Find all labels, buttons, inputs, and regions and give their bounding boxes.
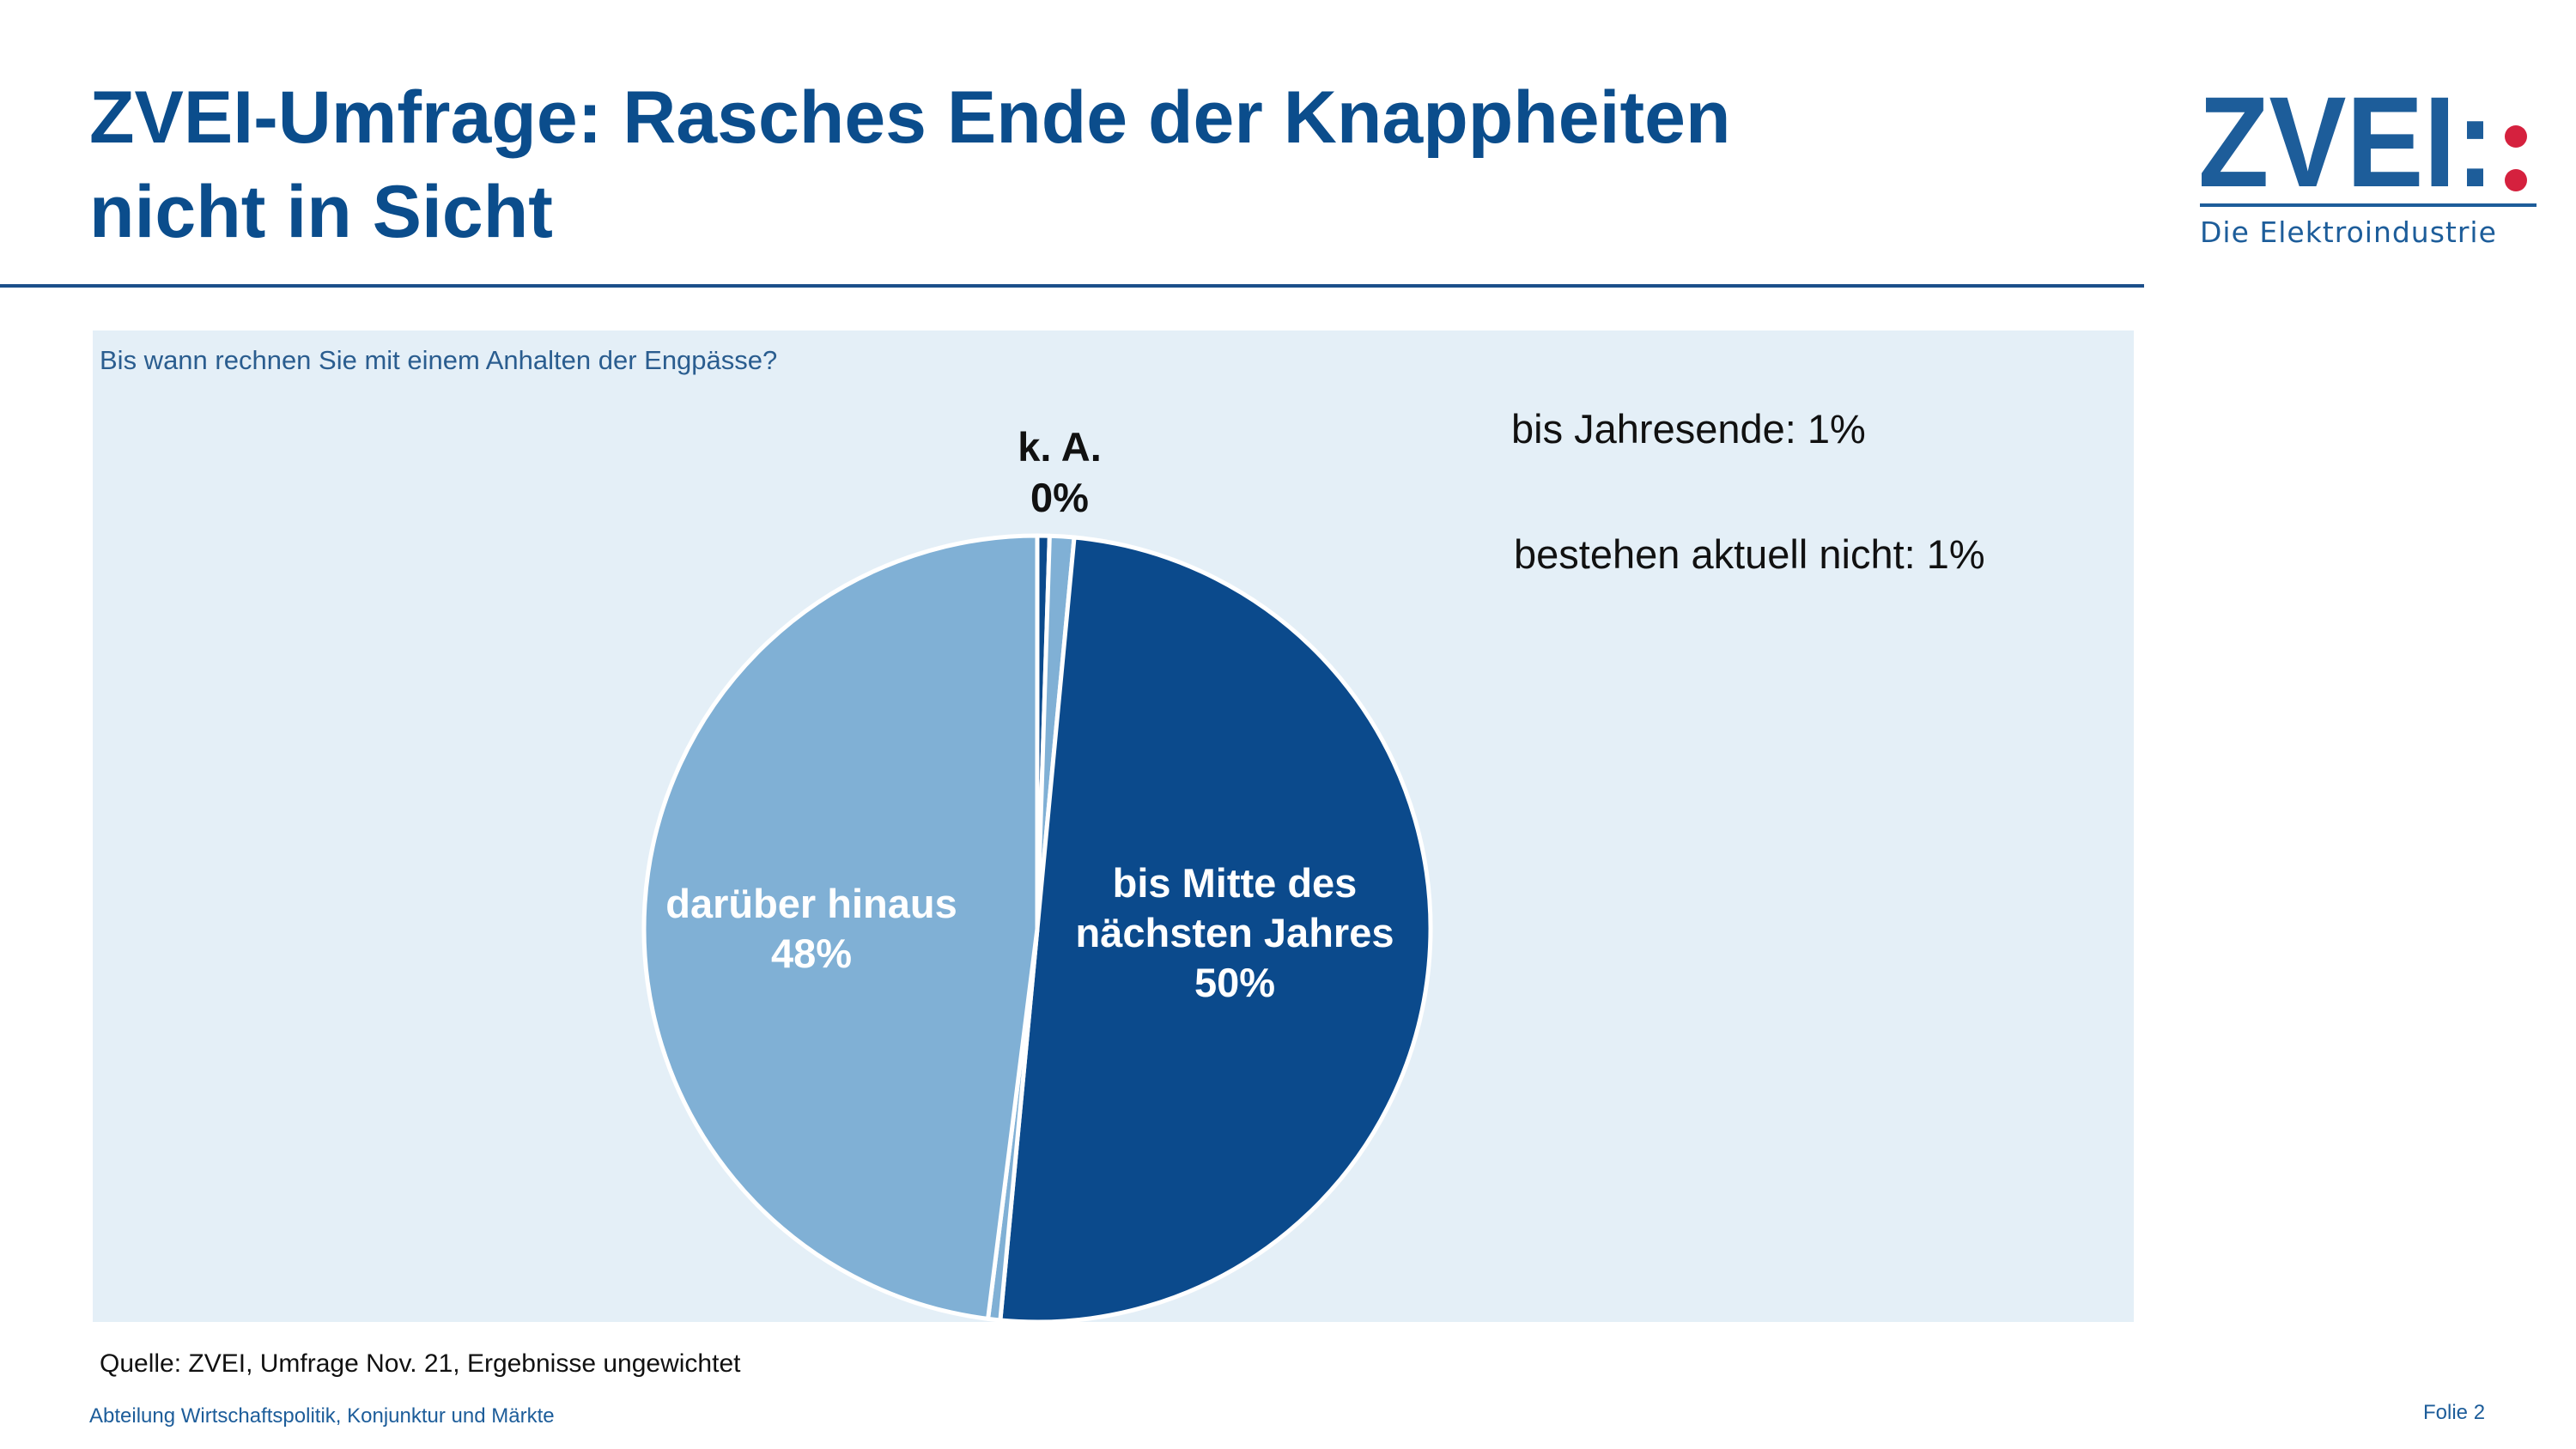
slice-label-hinaus: darüber hinaus [665,881,957,926]
title-divider [0,284,2144,288]
slice-label-ka: k. A. 0% [974,421,1145,523]
slide-title: ZVEI-Umfrage: Rasches Ende der Knappheit… [89,70,2064,259]
slice-label-nicht: bestehen aktuell nicht: 1% [1514,531,1985,577]
logo-red-dot-top [2505,125,2527,148]
slice-label-mitte-line-2: nächsten Jahres [1076,910,1394,955]
slice-value-mitte: 50% [1194,960,1275,1005]
pie-slice-mitte [998,535,1433,1325]
logo-red-dot-bottom [2505,169,2527,191]
slice-label-mitte-line-1: bis Mitte des [1113,860,1358,906]
zvei-logo-mark: ZVEI: [2198,82,2542,202]
pie-slice-hinaus [641,533,1040,1321]
zvei-logo-wordmark: ZVEI: [2198,82,2494,202]
slice-label-ka-name: k. A. [1018,424,1102,470]
footer-slide-number: Folie 2 [2423,1401,2486,1424]
footer-department: Abteilung Wirtschaftspolitik, Konjunktur… [89,1404,555,1428]
chart-question: Bis wann rechnen Sie mit einem Anhalten … [100,345,778,375]
slice-value-hinaus: 48% [771,931,852,976]
pie-slices [641,533,1433,1325]
logo-tagline: Die Elektroindustrie [2200,215,2497,249]
zvei-logo: ZVEI: Die Elektroindustrie [2198,82,2542,262]
logo-underline [2200,203,2537,207]
slice-label-jahresende: bis Jahresende: 1% [1511,406,1866,452]
slide-title-line-2: nicht in Sicht [89,171,553,253]
slice-label-ka-value: 0% [1030,475,1089,520]
source-note: Quelle: ZVEI, Umfrage Nov. 21, Ergebniss… [100,1349,741,1378]
slide-title-line-1: ZVEI-Umfrage: Rasches Ende der Knappheit… [89,76,1731,159]
